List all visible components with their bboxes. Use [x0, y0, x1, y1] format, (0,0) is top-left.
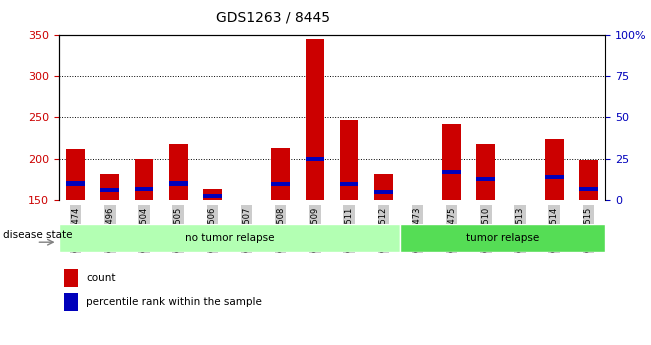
- Text: no tumor relapse: no tumor relapse: [185, 233, 274, 243]
- Bar: [374, 174, 393, 200]
- Bar: [64, 293, 77, 311]
- Bar: [400, 224, 605, 252]
- Bar: [579, 187, 598, 191]
- Bar: [374, 190, 393, 194]
- Bar: [203, 194, 222, 198]
- Bar: [340, 120, 359, 200]
- Bar: [579, 159, 598, 200]
- Bar: [66, 181, 85, 186]
- Bar: [442, 124, 461, 200]
- Bar: [545, 175, 564, 179]
- Text: percentile rank within the sample: percentile rank within the sample: [86, 297, 262, 307]
- Bar: [271, 148, 290, 200]
- Bar: [169, 181, 187, 186]
- Bar: [169, 144, 187, 200]
- Text: tumor relapse: tumor relapse: [466, 233, 540, 243]
- Text: GDS1263 / 8445: GDS1263 / 8445: [216, 10, 331, 24]
- Bar: [340, 182, 359, 186]
- Bar: [100, 174, 119, 200]
- Bar: [203, 188, 222, 200]
- Bar: [305, 39, 324, 200]
- Bar: [477, 177, 495, 181]
- Bar: [305, 157, 324, 161]
- Text: count: count: [86, 273, 115, 283]
- Text: disease state: disease state: [3, 230, 73, 239]
- Bar: [135, 187, 154, 191]
- Bar: [100, 188, 119, 192]
- Bar: [271, 182, 290, 186]
- Bar: [66, 149, 85, 200]
- Bar: [545, 139, 564, 200]
- Bar: [442, 170, 461, 174]
- Bar: [59, 224, 400, 252]
- Bar: [64, 269, 77, 287]
- Bar: [135, 159, 154, 200]
- Bar: [477, 144, 495, 200]
